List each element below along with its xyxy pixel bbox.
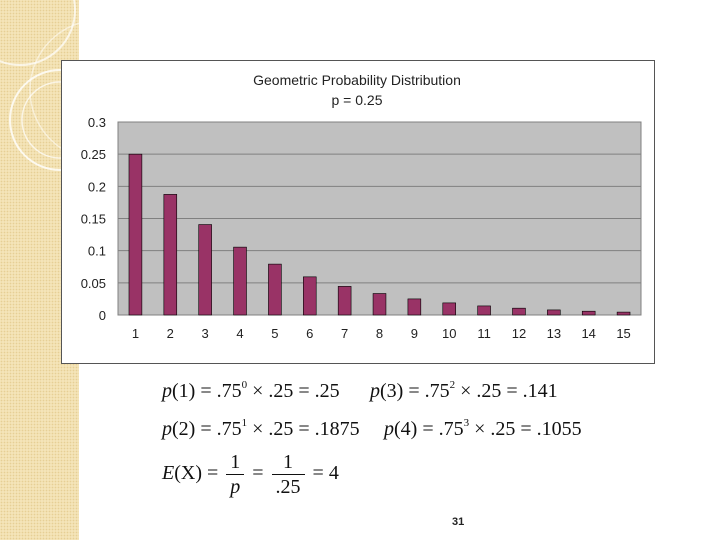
- deco-circle-3: [0, 0, 76, 66]
- formula-p4-rest: × .25 = .1055: [469, 418, 582, 440]
- y-tick-label: 0.05: [81, 276, 106, 291]
- x-tick-label: 1: [132, 326, 139, 341]
- formula-p2-base: = .75: [195, 418, 242, 440]
- bar-chart: Geometric Probability Distribution p = 0…: [81, 72, 642, 341]
- fraction-1-numerator: 1: [226, 450, 245, 475]
- x-tick-label: 12: [512, 326, 526, 341]
- x-tick-label: 3: [202, 326, 209, 341]
- x-tick-label: 15: [616, 326, 630, 341]
- formula-p4-exponent: 3: [463, 417, 470, 429]
- formula-p2-lhs: p: [162, 418, 172, 440]
- formula-p3-lhs: p: [370, 380, 380, 402]
- bar-6: [303, 276, 317, 316]
- y-tick-labels: 0 0.05 0.1 0.15 0.2 0.25 0.3: [81, 115, 106, 323]
- formula-p3-rest: × .25 = .141: [455, 380, 558, 402]
- formula-p2-arg: (2): [172, 418, 196, 440]
- x-tick-label: 6: [306, 326, 313, 341]
- bar-11: [477, 305, 491, 316]
- chart-title: Geometric Probability Distribution: [253, 72, 461, 88]
- formula-p1: p(1) = .750 × .25 = .25: [162, 380, 340, 403]
- y-tick-label: 0.2: [88, 179, 106, 194]
- formula-p1-base: = .75: [195, 380, 242, 402]
- bar-8: [372, 293, 387, 316]
- bar-3: [198, 224, 212, 316]
- formula-p4-arg: (4): [394, 418, 418, 440]
- bar-9: [407, 298, 422, 316]
- bar-15: [616, 311, 631, 316]
- bar-12: [512, 307, 526, 316]
- bar-4: [233, 246, 247, 316]
- fraction-1-denominator: p: [226, 475, 244, 499]
- formula-p3-arg: (3): [380, 380, 404, 402]
- formula-p3-base: = .75: [403, 380, 450, 402]
- formula-p3-exponent: 2: [449, 379, 456, 391]
- formula-p4: p(4) = .753 × .25 = .1055: [384, 418, 582, 441]
- formula-p4-lhs: p: [384, 418, 394, 440]
- formula-p4-base: = .75: [417, 418, 464, 440]
- formula-p2-rest: × .25 = .1875: [247, 418, 360, 440]
- page-number: 31: [452, 516, 465, 528]
- formula-p1-exponent: 0: [241, 379, 248, 391]
- y-tick-label: 0.25: [81, 147, 106, 162]
- formula-p1-lhs: p: [162, 380, 172, 402]
- x-tick-label: 5: [271, 326, 278, 341]
- expectation-eq2: =: [252, 462, 264, 485]
- fraction-2-numerator: 1: [271, 450, 305, 475]
- bar-2: [163, 194, 178, 316]
- bar-10: [442, 302, 456, 316]
- x-tick-labels: 1 2 3 4 5 6 7 8 9 10 11 12 13 14 15: [132, 326, 631, 341]
- fraction-1-denominator-text: p: [230, 476, 241, 498]
- expectation-arg: (X): [174, 462, 202, 485]
- expectation-result: = 4: [312, 462, 339, 485]
- bar-7: [337, 286, 352, 316]
- bar-14: [581, 310, 596, 316]
- bar-5: [268, 263, 282, 316]
- x-tick-label: 10: [442, 326, 456, 341]
- fraction-one-over-quarter: 1.25: [271, 450, 305, 499]
- x-tick-label: 13: [547, 326, 561, 341]
- x-tick-label: 14: [581, 326, 595, 341]
- chart-subtitle: p = 0.25: [332, 92, 383, 108]
- x-tick-label: 4: [236, 326, 243, 341]
- x-tick-label: 2: [167, 326, 174, 341]
- bars: [128, 153, 631, 316]
- x-tick-label: 9: [411, 326, 418, 341]
- bar-1: [128, 153, 143, 316]
- bar-13: [547, 309, 561, 316]
- fraction-2-denominator: .25: [275, 476, 301, 498]
- x-tick-label: 8: [376, 326, 383, 341]
- chart-frame: Geometric Probability Distribution p = 0…: [61, 60, 655, 364]
- formula-p1-arg: (1): [172, 380, 196, 402]
- x-tick-label: 7: [341, 326, 348, 341]
- y-tick-label: 0.3: [88, 115, 106, 130]
- formula-p3: p(3) = .752 × .25 = .141: [370, 380, 558, 403]
- y-tick-label: 0: [99, 308, 106, 323]
- formula-p2-exponent: 1: [241, 417, 248, 429]
- expectation-lhs: E: [162, 462, 175, 485]
- x-tick-label: 11: [477, 326, 491, 341]
- y-tick-label: 0.1: [88, 244, 106, 259]
- y-tick-label: 0.15: [81, 212, 106, 227]
- formula-p2: p(2) = .751 × .25 = .1875: [162, 418, 360, 441]
- expectation-eq: =: [201, 462, 219, 485]
- formula-p1-rest: × .25 = .25: [247, 380, 340, 402]
